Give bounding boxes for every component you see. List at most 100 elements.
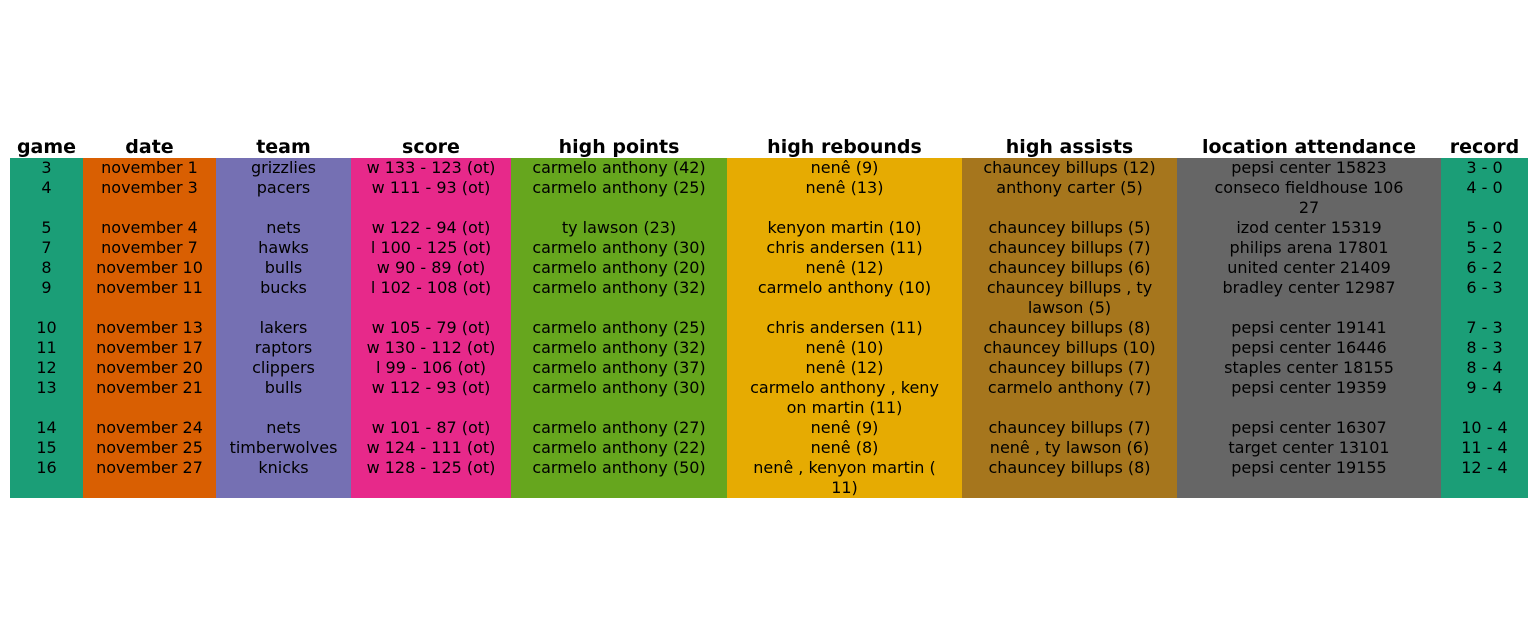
table-cell: pepsi center 16446 xyxy=(1231,338,1387,357)
table-cell: november 7 xyxy=(101,238,198,257)
table-cell: nenê (9) xyxy=(810,418,879,437)
table-cell: chauncey billups (7) xyxy=(988,358,1151,377)
column-header: date xyxy=(125,136,174,158)
table-cell: l 102 - 108 (ot) xyxy=(370,278,492,297)
table-cell: 8 - 3 xyxy=(1466,338,1503,357)
table-cell: bulls xyxy=(264,258,303,277)
table-cell: carmelo anthony , keny on martin (11) xyxy=(750,378,939,417)
table-cell: pepsi center 19155 xyxy=(1231,458,1387,477)
table-cell: carmelo anthony (27) xyxy=(532,418,706,437)
table-cell: kenyon martin (10) xyxy=(767,218,922,237)
table-cell: 5 xyxy=(41,218,52,237)
table-cell: l 99 - 106 (ot) xyxy=(375,358,486,377)
table-cell: nenê (13) xyxy=(805,178,884,197)
table-cell: 10 - 4 xyxy=(1461,418,1508,437)
column-header: high points xyxy=(558,136,680,158)
table-cell: nenê , kenyon martin ( 11) xyxy=(753,458,936,497)
table-cell: bulls xyxy=(264,378,303,397)
table-cell: 13 xyxy=(36,378,57,397)
table-cell: 15 xyxy=(36,438,57,457)
table-cell: anthony carter (5) xyxy=(996,178,1143,197)
column-background: w 133 - 123 (ot) w 111 - 93 (ot) w 122 - 9… xyxy=(351,158,511,498)
column-background: carmelo anthony (42) carmelo anthony (25)… xyxy=(511,158,727,498)
column-background: pepsi center 15823 conseco fieldhouse 106… xyxy=(1177,158,1441,498)
table-cell: pepsi center 15823 xyxy=(1231,158,1387,177)
table-cell: chauncey billups , ty lawson (5) xyxy=(986,278,1153,317)
table-cell: staples center 18155 xyxy=(1224,358,1394,377)
table-cell: carmelo anthony (20) xyxy=(532,258,706,277)
table-cell: chauncey billups (8) xyxy=(988,458,1151,477)
table-cell: pepsi center 19141 xyxy=(1231,318,1387,337)
table-cell: nets xyxy=(266,418,301,437)
column-header: record xyxy=(1449,136,1520,158)
table-cell: chauncey billups (7) xyxy=(988,238,1151,257)
table-cell: 8 - 4 xyxy=(1466,358,1503,377)
table-cell: november 10 xyxy=(96,258,203,277)
column-background: grizzlies pacers nets hawks bulls bucks lakers… xyxy=(216,158,351,498)
table-cell: carmelo anthony (10) xyxy=(757,278,932,297)
table-cell: izod center 15319 xyxy=(1236,218,1382,237)
table-cell: w 133 - 123 (ot) xyxy=(366,158,496,177)
table-cell: carmelo anthony (37) xyxy=(532,358,706,377)
table-cell: 16 xyxy=(36,458,57,477)
column-background: nenê (9) nenê (13) kenyon martin (10) chris… xyxy=(727,158,962,498)
table-cell: carmelo anthony (32) xyxy=(532,278,706,297)
table-cell: carmelo anthony (42) xyxy=(532,158,706,177)
table-cell: 4 - 0 xyxy=(1466,178,1503,197)
table-cell: 10 xyxy=(36,318,57,337)
table-cell: carmelo anthony (32) xyxy=(532,338,706,357)
table-cell: chris andersen (11) xyxy=(766,238,923,257)
table-cell: conseco fieldhouse 106 27 xyxy=(1214,178,1404,217)
table-cell: 6 - 2 xyxy=(1466,258,1503,277)
table-cell: carmelo anthony (30) xyxy=(532,238,706,257)
column-header: score xyxy=(402,136,460,158)
table-cell: carmelo anthony (22) xyxy=(532,438,706,457)
table-cell: bucks xyxy=(260,278,307,297)
table-cell: november 1 xyxy=(101,158,198,177)
table-cell: w 105 - 79 (ot) xyxy=(371,318,491,337)
column-header: location attendance xyxy=(1202,136,1416,158)
table-cell: carmelo anthony (7) xyxy=(987,378,1152,397)
column-header: high rebounds xyxy=(767,136,922,158)
table-cell: 11 xyxy=(36,338,57,357)
table-cell: carmelo anthony (30) xyxy=(532,378,706,397)
table-cell: 7 - 3 xyxy=(1466,318,1503,337)
table-cell: pacers xyxy=(256,178,311,197)
table-cell: 7 xyxy=(41,238,52,257)
table-cell: november 13 xyxy=(96,318,203,337)
column-header: team xyxy=(256,136,311,158)
table-cell: 3 - 0 xyxy=(1466,158,1503,177)
table-cell: target center 13101 xyxy=(1228,438,1390,457)
table-cell: nenê (12) xyxy=(805,258,884,277)
table-cell: nets xyxy=(266,218,301,237)
table-cell: raptors xyxy=(254,338,313,357)
table-cell: november 17 xyxy=(96,338,203,357)
table-cell: 14 xyxy=(36,418,57,437)
table-cell: pepsi center 16307 xyxy=(1231,418,1387,437)
table-cell: nenê (8) xyxy=(810,438,879,457)
table-cell: november 27 xyxy=(96,458,203,477)
table-cell: 5 - 0 xyxy=(1466,218,1503,237)
table-cell: 12 - 4 xyxy=(1461,458,1508,477)
table-cell: chauncey billups (12) xyxy=(983,158,1156,177)
table-cell: w 130 - 112 (ot) xyxy=(366,338,496,357)
table-cell: w 124 - 111 (ot) xyxy=(366,438,496,457)
table-cell: 11 - 4 xyxy=(1461,438,1508,457)
table-cell: w 128 - 125 (ot) xyxy=(366,458,496,477)
table-cell: philips arena 17801 xyxy=(1229,238,1389,257)
table-cell: 8 xyxy=(41,258,52,277)
table-cell: november 4 xyxy=(101,218,198,237)
table-cell: w 90 - 89 (ot) xyxy=(376,258,486,277)
table-cell: november 20 xyxy=(96,358,203,377)
table-cell: 9 - 4 xyxy=(1466,378,1503,397)
table-cell: november 24 xyxy=(96,418,203,437)
column-background: 3 4 5 7 8 9 10 11 12 13 14 15 16 xyxy=(10,158,83,498)
table-cell: grizzlies xyxy=(250,158,317,177)
table-cell: chauncey billups (8) xyxy=(988,318,1151,337)
column-background: chauncey billups (12) anthony carter (5) c… xyxy=(962,158,1177,498)
table-cell: nenê (12) xyxy=(805,358,884,377)
table-cell: nenê , ty lawson (6) xyxy=(989,438,1150,457)
table-cell: w 122 - 94 (ot) xyxy=(371,218,491,237)
table-cell: chauncey billups (5) xyxy=(988,218,1151,237)
